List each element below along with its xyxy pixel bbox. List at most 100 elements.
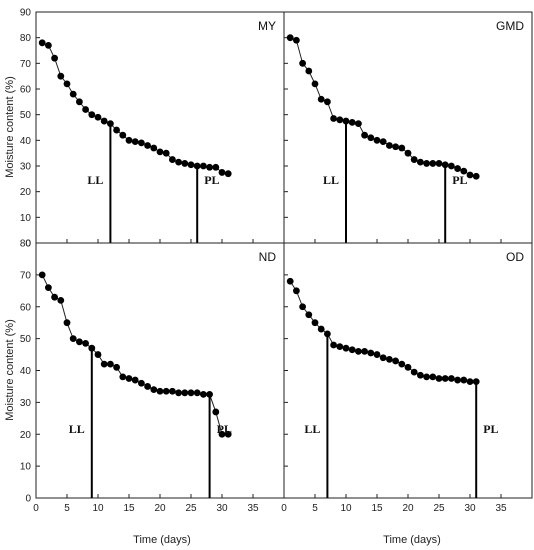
data-point [367,134,375,142]
data-point [76,338,83,346]
data-point [305,311,313,319]
data-point [187,389,195,397]
data-point [441,375,449,382]
y-tick-label: 40 [20,366,32,377]
data-point [386,355,393,363]
panel-label-nd: ND [259,250,277,264]
y-tick-label: 70 [20,270,32,281]
data-point [82,340,89,347]
data-point [119,373,127,381]
y-tick-label: 20 [20,430,32,441]
x-tick-label: 35 [495,503,507,514]
series-line [41,274,229,435]
data-point [45,284,52,292]
data-point [38,39,46,47]
data-point [435,375,443,382]
data-point [138,379,145,387]
data-point [63,80,71,88]
data-point [448,162,455,170]
data-point [169,156,176,163]
data-point [367,349,375,357]
data-point [224,430,232,438]
data-point [417,158,424,166]
data-point [305,67,313,75]
panel-frame [283,11,533,244]
data-point [299,59,306,67]
x-tick-label: 5 [64,503,70,514]
data-point [131,138,139,146]
data-point [355,120,362,128]
data-point [379,354,387,362]
series-line [289,280,477,383]
data-point [45,41,52,49]
y-axis-title-top: Moisture content (%) [4,76,16,177]
data-point [187,161,195,169]
data-point [63,319,71,327]
data-point [100,117,108,125]
data-point [181,160,189,167]
y-tick-label: 40 [20,136,32,147]
x-tick-label: 0 [33,503,39,514]
data-point [293,287,300,295]
marker-label-pl: PL [204,173,219,187]
data-point [361,131,368,139]
data-point [293,36,300,44]
data-point [454,376,461,384]
data-point [88,111,96,119]
panel-label-gmd: GMD [496,19,524,33]
data-point [156,387,164,395]
data-point [472,172,480,180]
y-tick-label: 60 [20,302,32,313]
data-point [466,171,474,179]
data-point [330,341,337,349]
panel-label-my: MY [258,19,276,33]
data-point [119,131,127,139]
data-point [125,375,133,382]
data-point [361,347,368,355]
data-point [100,360,108,368]
data-point [324,98,331,106]
data-point [94,351,102,358]
data-point [76,98,83,106]
panel-gmd: GMD LL PL [283,11,533,244]
data-point [175,389,183,397]
data-point [299,303,306,311]
data-point [435,160,443,167]
panel-label-od: OD [506,250,524,264]
x-tick-label: 5 [312,503,318,514]
data-point [423,160,430,167]
marker-label-pl: PL [483,422,498,436]
data-point [144,383,152,390]
data-point [82,106,89,113]
data-point [311,80,319,88]
data-point [373,136,381,144]
x-tick-label: 25 [185,503,197,514]
x-tick-label: 10 [92,503,104,514]
data-point [392,357,399,365]
y-tick-label: 10 [20,213,32,224]
data-point [181,389,189,397]
y-tick-label: 80 [20,33,32,44]
x-axis-title-right: Time (days) [383,534,441,546]
data-point [212,163,220,171]
data-point [317,95,325,103]
data-point [125,136,133,144]
data-point [286,34,294,42]
data-point [392,143,399,151]
data-point [150,144,158,152]
y-tick-label: 60 [20,85,32,96]
data-point [138,139,145,147]
data-point [330,115,337,122]
x-tick-label: 20 [154,503,166,514]
data-point [200,162,207,170]
y-tick-label: 50 [20,110,32,121]
data-point [156,148,164,156]
y-axis-title-bottom: Moisture content (%) [4,319,16,420]
data-point [398,144,406,152]
y-tick-label: 30 [20,398,32,409]
data-point [69,90,77,98]
data-point [131,376,139,384]
data-point [286,277,294,285]
